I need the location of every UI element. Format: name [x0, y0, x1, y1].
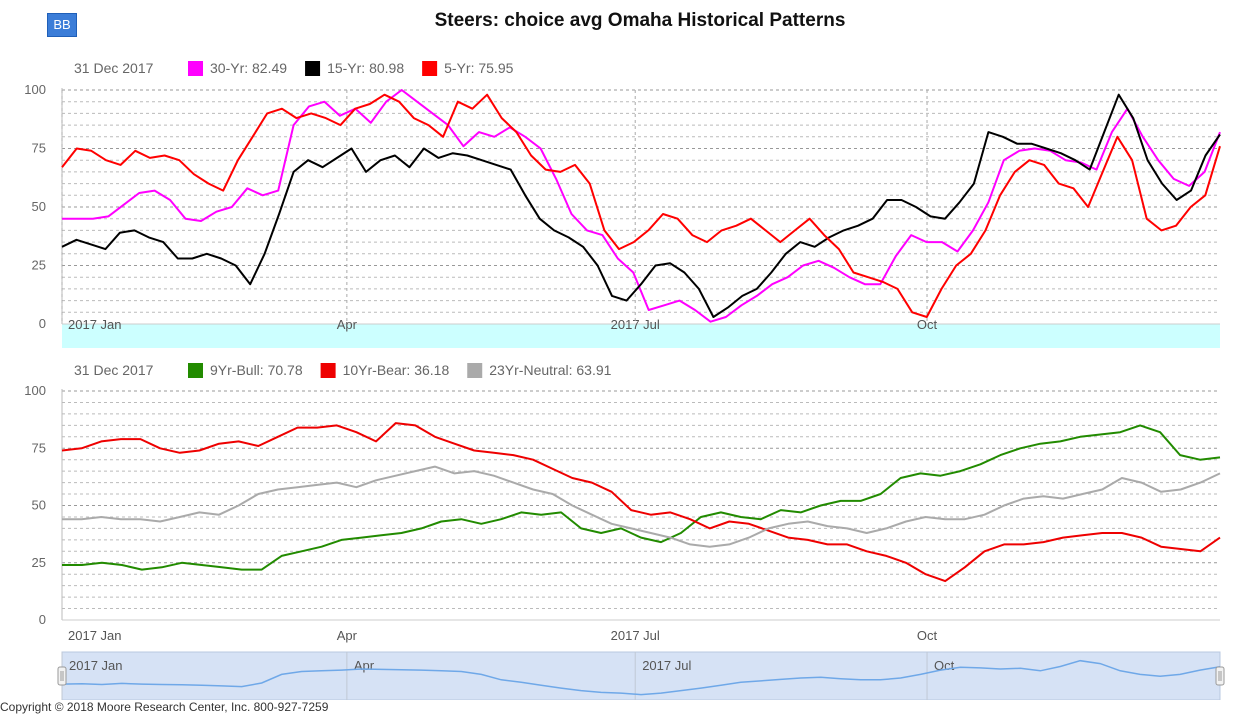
handle-body[interactable]: [1215, 666, 1225, 686]
legend-date: 31 Dec 2017: [74, 60, 154, 76]
x-tick-label: Oct: [917, 628, 938, 643]
x-tick-label: 2017 Jan: [68, 317, 122, 332]
y-tick-label: 50: [32, 498, 46, 513]
range-band: [62, 324, 1220, 348]
legend-swatch[interactable]: [320, 363, 336, 378]
x-tick-label: Apr: [337, 628, 358, 643]
legend-item[interactable]: 23Yr-Neutral: 63.91: [489, 362, 611, 378]
y-tick-label: 25: [32, 258, 46, 273]
navigator-left-handle[interactable]: [57, 666, 67, 686]
navigator-right-handle[interactable]: [1215, 666, 1225, 686]
legend-swatch[interactable]: [467, 363, 483, 378]
x-axis: 2017 Jan Apr 2017 Jul Oct: [68, 317, 938, 332]
navigator-series: [61, 659, 1221, 696]
legend-item[interactable]: 15-Yr: 80.98: [327, 60, 404, 76]
series-line-23yr-neutral: [62, 465, 1221, 548]
series-line-30-yr: [62, 89, 1221, 323]
y-axis: 0 25 50 75 100: [24, 383, 46, 627]
handle-body[interactable]: [57, 666, 67, 686]
legend: 31 Dec 2017 30-Yr: 82.49 15-Yr: 80.98 5-Yr:…: [74, 60, 514, 76]
legend-item[interactable]: 30-Yr: 82.49: [210, 60, 287, 76]
y-tick-label: 0: [39, 612, 46, 627]
legend-item[interactable]: 5-Yr: 75.95: [444, 60, 513, 76]
x-tick-label: 2017 Jul: [611, 628, 660, 643]
y-tick-label: 75: [32, 141, 46, 156]
y-tick-label: 100: [24, 82, 46, 97]
panel-2: 0 25 50 75 100 2017 Jan Apr 2017 Jul Oct 31 Dec 2…: [24, 362, 1221, 643]
navigator-tick-label: 2017 Jul: [642, 658, 691, 673]
legend-swatch[interactable]: [305, 61, 321, 76]
x-tick-label: 2017 Jul: [611, 317, 660, 332]
bb-logo-icon: BB: [47, 13, 77, 37]
series-line-10yr-bear: [61, 422, 1221, 583]
navigator-tick-label: Apr: [354, 658, 375, 673]
legend: 31 Dec 2017 9Yr-Bull: 70.78 10Yr-Bear: 36.…: [74, 362, 612, 378]
legend-swatch[interactable]: [188, 61, 203, 76]
x-tick-label: Oct: [917, 317, 938, 332]
y-tick-label: 100: [24, 383, 46, 398]
y-tick-label: 75: [32, 440, 46, 455]
x-axis: 2017 Jan Apr 2017 Jul Oct: [68, 628, 938, 643]
series-line-15-yr: [61, 93, 1221, 318]
panel-1: 0 25 50 75 100 2017 Jan Apr 2017 Jul Oct 31 Dec 2…: [24, 60, 1221, 348]
y-axis: 0 25 50 75 100: [24, 82, 46, 331]
y-tick-label: 0: [39, 316, 46, 331]
y-tick-label: 50: [32, 199, 46, 214]
legend-swatch[interactable]: [188, 363, 203, 378]
navigator-tick-label: 2017 Jan: [69, 658, 123, 673]
copyright-footer: Copyright © 2018 Moore Research Center, …: [0, 700, 329, 714]
legend-swatch[interactable]: [422, 61, 438, 76]
chart-title: Steers: choice avg Omaha Historical Patt…: [434, 10, 846, 31]
legend-item[interactable]: 10Yr-Bear: 36.18: [343, 362, 450, 378]
x-tick-label: Apr: [337, 317, 358, 332]
y-tick-label: 25: [32, 555, 46, 570]
legend-date: 31 Dec 2017: [74, 362, 154, 378]
navigator[interactable]: 2017 Jan Apr 2017 Jul Oct: [57, 651, 1225, 700]
navigator-selection[interactable]: [61, 651, 1221, 700]
legend-item[interactable]: 9Yr-Bull: 70.78: [210, 362, 303, 378]
x-tick-label: 2017 Jan: [68, 628, 122, 643]
series-line-5-yr: [61, 93, 1221, 318]
series-line-9yr-bull: [62, 424, 1221, 571]
